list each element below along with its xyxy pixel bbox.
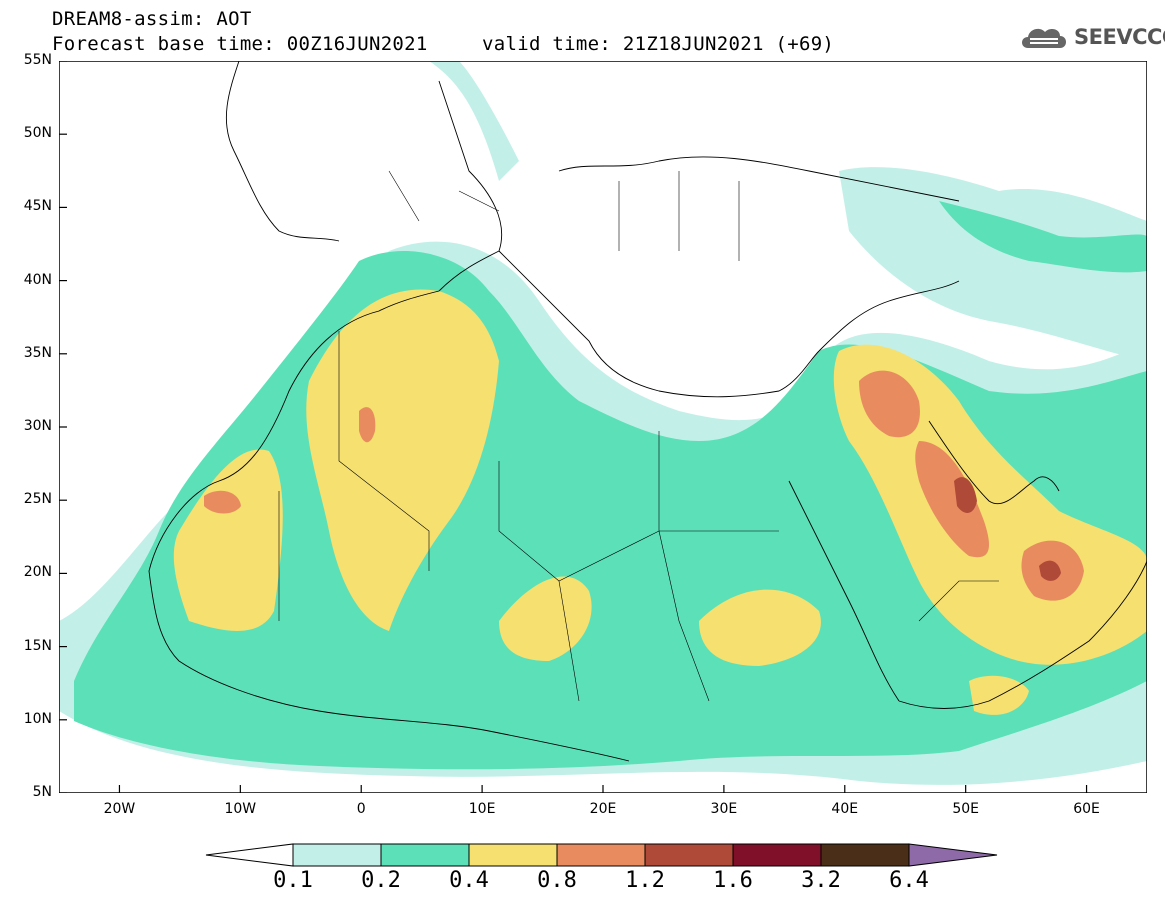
colorbar-cell <box>644 843 734 867</box>
colorbar-cell <box>380 843 470 867</box>
colorbar-label: 1.2 <box>625 868 665 893</box>
lat-label: 10N <box>23 710 52 727</box>
borders <box>278 170 999 702</box>
colorbar-label: 0.1 <box>273 868 313 893</box>
seevccc-logo: SEEVCCC <box>1018 22 1165 52</box>
lon-label: 10E <box>468 801 496 817</box>
lat-label: 15N <box>23 637 52 654</box>
lon-label: 60E <box>1073 801 1100 817</box>
aot-band-yellow <box>173 449 283 631</box>
colorbar-cell <box>732 843 822 867</box>
lon-label: 50E <box>952 801 979 817</box>
colorbar-label: 6.4 <box>889 868 929 893</box>
logo-text: SEEVCCC <box>1074 25 1165 49</box>
forecast-base-time: Forecast base time: 00Z16JUN2021 <box>52 33 428 55</box>
cloud-icon <box>1022 28 1066 48</box>
lon-label: 30E <box>710 801 738 817</box>
axis-ticks <box>59 61 1088 793</box>
lat-label: 55N <box>23 52 52 68</box>
valid-time: valid time: 21Z18JUN2021 (+69) <box>482 33 835 55</box>
colorbar-cell <box>292 843 382 867</box>
aot-band-darkred <box>954 477 977 513</box>
map-title: DREAM8-assim: AOT <box>52 8 252 30</box>
colorbar-under-triangle <box>205 843 294 867</box>
colorbar-over-triangle <box>908 843 998 867</box>
lat-label: 35N <box>23 344 52 361</box>
aot-map <box>59 61 1147 793</box>
lon-label: 10W <box>224 801 257 817</box>
lat-label: 30N <box>23 418 52 434</box>
colorbar-label: 1.6 <box>713 868 753 893</box>
lon-label: 20W <box>103 801 136 817</box>
colorbar-cell <box>556 843 646 867</box>
lon-label: 20E <box>589 801 617 817</box>
colorbar-label: 0.2 <box>361 868 401 893</box>
lat-label: 5N <box>32 784 52 800</box>
lon-label: 0 <box>356 801 366 817</box>
colorbar-label: 0.8 <box>537 868 577 893</box>
colorbar-label: 3.2 <box>801 868 841 893</box>
colorbar <box>205 843 998 867</box>
lat-label: 40N <box>23 271 52 288</box>
colorbar-cell <box>468 843 558 867</box>
aot-field <box>59 61 1147 785</box>
lat-label: 20N <box>23 564 52 581</box>
colorbar-label: 0.4 <box>449 868 489 893</box>
lat-label: 50N <box>23 125 52 142</box>
colorbar-cell <box>820 843 910 867</box>
lat-label: 45N <box>23 198 52 215</box>
coastlines <box>148 61 1147 762</box>
lat-label: 25N <box>23 491 52 508</box>
aot-band-orange <box>859 370 920 438</box>
lon-label: 40E <box>831 801 859 817</box>
